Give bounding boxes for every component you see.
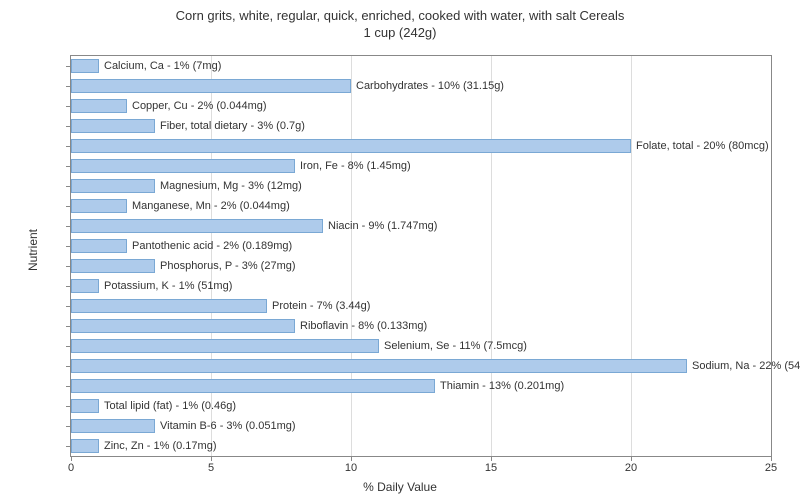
gridline [491, 56, 492, 456]
bar-row: Selenium, Se - 11% (7.5mcg) [71, 337, 771, 355]
nutrient-bar [71, 219, 323, 233]
nutrient-bar-label: Manganese, Mn - 2% (0.044mg) [132, 199, 290, 213]
nutrient-bar-label: Phosphorus, P - 3% (27mg) [160, 259, 296, 273]
gridline [351, 56, 352, 456]
bar-row: Calcium, Ca - 1% (7mg) [71, 57, 771, 75]
nutrient-bar-label: Selenium, Se - 11% (7.5mcg) [384, 339, 527, 353]
bar-row: Phosphorus, P - 3% (27mg) [71, 257, 771, 275]
bar-row: Manganese, Mn - 2% (0.044mg) [71, 197, 771, 215]
nutrient-bar [71, 379, 435, 393]
bar-row: Vitamin B-6 - 3% (0.051mg) [71, 417, 771, 435]
nutrient-bar [71, 79, 351, 93]
nutrient-bar [71, 419, 155, 433]
nutrient-bar [71, 199, 127, 213]
xtick-mark [771, 456, 772, 461]
nutrient-bar-label: Magnesium, Mg - 3% (12mg) [160, 179, 302, 193]
nutrient-bar-label: Fiber, total dietary - 3% (0.7g) [160, 119, 305, 133]
bar-row: Riboflavin - 8% (0.133mg) [71, 317, 771, 335]
bar-row: Folate, total - 20% (80mcg) [71, 137, 771, 155]
nutrient-bar [71, 439, 99, 453]
bar-row: Thiamin - 13% (0.201mg) [71, 377, 771, 395]
nutrient-bar-label: Total lipid (fat) - 1% (0.46g) [104, 399, 236, 413]
nutrient-bar [71, 279, 99, 293]
bar-row: Iron, Fe - 8% (1.45mg) [71, 157, 771, 175]
nutrient-bar [71, 339, 379, 353]
nutrient-bar-label: Sodium, Na - 22% (540mg) [692, 359, 800, 373]
nutrient-bar [71, 59, 99, 73]
xtick-label: 20 [625, 462, 637, 474]
nutrient-bar-label: Thiamin - 13% (0.201mg) [440, 379, 564, 393]
nutrient-bar [71, 239, 127, 253]
nutrient-bar-label: Pantothenic acid - 2% (0.189mg) [132, 239, 292, 253]
bar-row: Carbohydrates - 10% (31.15g) [71, 77, 771, 95]
xtick-mark [71, 456, 72, 461]
xtick-mark [211, 456, 212, 461]
nutrient-bar-label: Folate, total - 20% (80mcg) [636, 139, 769, 153]
x-axis-label: % Daily Value [363, 480, 437, 494]
xtick-label: 5 [208, 462, 214, 474]
xtick-label: 15 [485, 462, 497, 474]
bar-row: Fiber, total dietary - 3% (0.7g) [71, 117, 771, 135]
bar-row: Sodium, Na - 22% (540mg) [71, 357, 771, 375]
xtick-label: 0 [68, 462, 74, 474]
nutrient-bar [71, 179, 155, 193]
nutrient-bar [71, 139, 631, 153]
nutrient-bar-label: Iron, Fe - 8% (1.45mg) [300, 159, 411, 173]
nutrient-bar-label: Niacin - 9% (1.747mg) [328, 219, 437, 233]
bar-row: Protein - 7% (3.44g) [71, 297, 771, 315]
chart-title: Corn grits, white, regular, quick, enric… [0, 0, 800, 42]
nutrient-bar-label: Carbohydrates - 10% (31.15g) [356, 79, 504, 93]
bar-row: Copper, Cu - 2% (0.044mg) [71, 97, 771, 115]
y-axis-label: Nutrient [26, 229, 40, 271]
nutrient-bar [71, 399, 99, 413]
nutrient-bar-label: Riboflavin - 8% (0.133mg) [300, 319, 427, 333]
xtick-label: 25 [765, 462, 777, 474]
bar-row: Zinc, Zn - 1% (0.17mg) [71, 437, 771, 455]
xtick-mark [491, 456, 492, 461]
title-line1: Corn grits, white, regular, quick, enric… [176, 8, 625, 23]
bar-row: Niacin - 9% (1.747mg) [71, 217, 771, 235]
gridline [211, 56, 212, 456]
nutrient-bar [71, 319, 295, 333]
nutrient-bar-label: Zinc, Zn - 1% (0.17mg) [104, 439, 216, 453]
bar-row: Total lipid (fat) - 1% (0.46g) [71, 397, 771, 415]
xtick-mark [351, 456, 352, 461]
nutrient-bar [71, 299, 267, 313]
nutrition-chart: Corn grits, white, regular, quick, enric… [0, 0, 800, 500]
xtick-label: 10 [345, 462, 357, 474]
bar-row: Potassium, K - 1% (51mg) [71, 277, 771, 295]
gridline [631, 56, 632, 456]
title-line2: 1 cup (242g) [364, 25, 437, 40]
nutrient-bar-label: Calcium, Ca - 1% (7mg) [104, 59, 221, 73]
nutrient-bar-label: Potassium, K - 1% (51mg) [104, 279, 232, 293]
nutrient-bar [71, 159, 295, 173]
xtick-mark [631, 456, 632, 461]
nutrient-bar [71, 119, 155, 133]
nutrient-bar-label: Copper, Cu - 2% (0.044mg) [132, 99, 267, 113]
nutrient-bar-label: Protein - 7% (3.44g) [272, 299, 370, 313]
bar-row: Pantothenic acid - 2% (0.189mg) [71, 237, 771, 255]
nutrient-bar [71, 99, 127, 113]
nutrient-bar-label: Vitamin B-6 - 3% (0.051mg) [160, 419, 296, 433]
nutrient-bar [71, 359, 687, 373]
nutrient-bar [71, 259, 155, 273]
plot-area: 0510152025Calcium, Ca - 1% (7mg)Carbohyd… [70, 55, 772, 457]
bar-row: Magnesium, Mg - 3% (12mg) [71, 177, 771, 195]
